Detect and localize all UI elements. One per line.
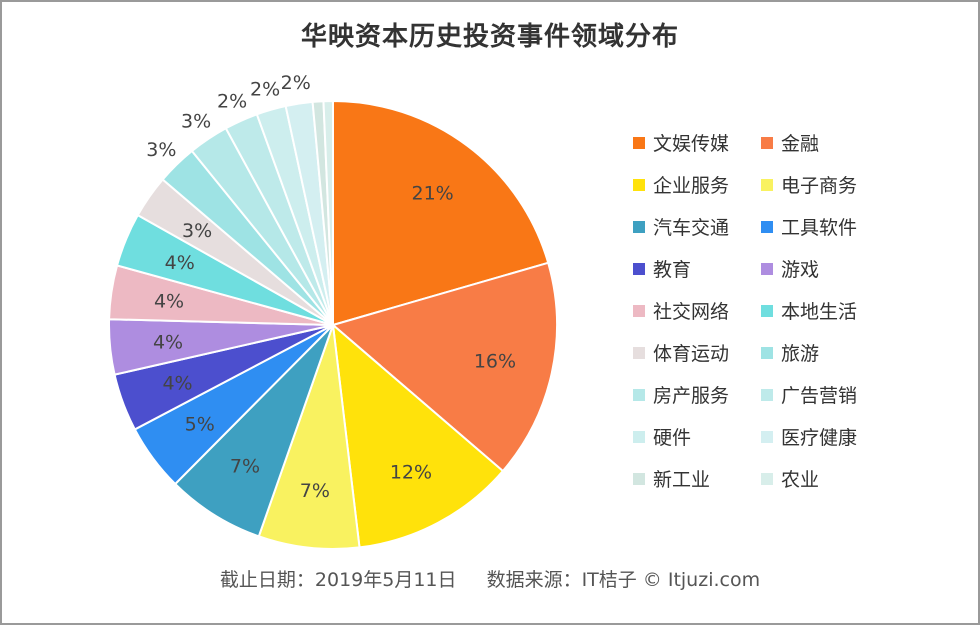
legend-swatch — [633, 179, 645, 191]
slice-label-2: 16% — [474, 350, 516, 372]
slice-label-12: 3% — [146, 139, 176, 161]
legend-swatch — [761, 179, 773, 191]
legend-swatch — [761, 305, 773, 317]
slice-label-15: 2% — [250, 79, 280, 101]
slice-label-1: 21% — [412, 183, 454, 205]
slice-label-5: 7% — [230, 455, 260, 477]
footer-date: 截止日期：2019年5月11日 — [219, 569, 457, 591]
slice-label-4: 7% — [300, 480, 330, 502]
legend-swatch — [633, 221, 645, 233]
legend-item-10: 本地生活 — [761, 298, 857, 326]
legend-swatch — [633, 347, 645, 359]
legend-item-17: 新工业 — [633, 466, 710, 494]
slice-label-3: 12% — [390, 461, 432, 483]
legend-label: 电子商务 — [781, 175, 858, 197]
legend-swatch — [761, 221, 773, 233]
legend-swatch — [633, 389, 645, 401]
legend-label: 旅游 — [781, 343, 820, 365]
legend-item-4: 电子商务 — [761, 172, 857, 200]
legend-label: 本地生活 — [781, 301, 858, 323]
legend-item-1: 文娱传媒 — [633, 130, 729, 158]
legend-label: 金融 — [781, 133, 820, 155]
legend-label: 企业服务 — [653, 175, 730, 197]
legend-item-18: 农业 — [761, 466, 819, 494]
legend-label: 房产服务 — [653, 385, 730, 407]
pie-slice-1 — [332, 99, 550, 327]
legend-item-9: 社交网络 — [633, 298, 729, 326]
pie-slice-4 — [257, 324, 361, 550]
slice-label-6: 5% — [185, 414, 215, 436]
pie-slice-18 — [322, 99, 334, 326]
slice-label-14: 2% — [217, 91, 247, 113]
legend-item-15: 硬件 — [633, 424, 691, 452]
legend-label: 汽车交通 — [653, 217, 730, 239]
legend-swatch — [633, 263, 645, 275]
legend-label: 新工业 — [653, 469, 711, 491]
slice-label-16: 2% — [281, 72, 311, 94]
pie-slice-2 — [330, 261, 558, 473]
legend-swatch — [761, 431, 773, 443]
legend-item-7: 教育 — [633, 256, 691, 284]
legend-label: 社交网络 — [653, 301, 730, 323]
legend-swatch — [761, 263, 773, 275]
slice-label-10: 4% — [165, 252, 195, 274]
legend-item-16: 医疗健康 — [761, 424, 857, 452]
legend-label: 工具软件 — [781, 217, 858, 239]
footer-source: 数据来源：IT桔子 © Itjuzi.com — [486, 569, 761, 591]
legend-label: 文娱传媒 — [653, 133, 730, 155]
legend-swatch — [761, 473, 773, 485]
legend-label: 广告营销 — [781, 385, 858, 407]
legend-item-2: 金融 — [761, 130, 819, 158]
legend-item-14: 广告营销 — [761, 382, 857, 410]
legend-swatch — [633, 305, 645, 317]
slice-label-7: 4% — [162, 373, 192, 395]
legend-swatch — [761, 389, 773, 401]
legend-item-5: 汽车交通 — [633, 214, 729, 242]
legend-item-8: 游戏 — [761, 256, 819, 284]
legend-label: 硬件 — [653, 427, 692, 449]
legend-label: 农业 — [781, 469, 820, 491]
legend-item-11: 体育运动 — [633, 340, 729, 368]
legend-swatch — [761, 137, 773, 149]
chart-title: 华映资本历史投资事件领域分布 — [300, 22, 679, 52]
slice-label-8: 4% — [153, 331, 183, 353]
slice-label-13: 3% — [181, 111, 211, 133]
legend-label: 医疗健康 — [781, 427, 858, 449]
legend-swatch — [633, 473, 645, 485]
legend-item-13: 房产服务 — [633, 382, 729, 410]
legend-swatch — [633, 431, 645, 443]
slice-label-11: 3% — [182, 220, 212, 242]
legend-item-3: 企业服务 — [633, 172, 729, 200]
legend-swatch — [761, 347, 773, 359]
legend-label: 教育 — [653, 259, 692, 281]
legend-swatch — [633, 137, 645, 149]
legend-item-12: 旅游 — [761, 340, 819, 368]
footer: 截止日期：2019年5月11日 数据来源：IT桔子 © Itjuzi.com — [0, 565, 980, 592]
legend-label: 游戏 — [781, 259, 820, 281]
slice-label-9: 4% — [154, 291, 184, 313]
legend-label: 体育运动 — [653, 343, 730, 365]
legend-item-6: 工具软件 — [761, 214, 857, 242]
pie-slice-3 — [331, 322, 505, 549]
